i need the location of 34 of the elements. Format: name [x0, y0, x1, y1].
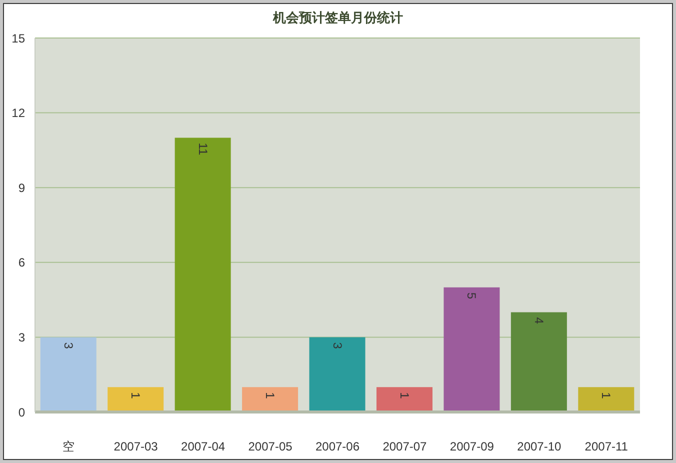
x-tick-label: 2007-11	[584, 440, 628, 454]
bar	[174, 138, 231, 412]
y-tick-label: 12	[12, 106, 26, 120]
x-tick-label: 2007-07	[382, 440, 428, 454]
x-tick-label: 2007-03	[114, 440, 158, 454]
y-tick-label: 0	[18, 405, 26, 420]
bar	[40, 337, 96, 412]
data-label: 1	[128, 392, 143, 400]
x-tick-label: 2007-06	[315, 440, 360, 454]
data-label: 3	[330, 342, 344, 350]
y-tick-label: 3	[18, 330, 26, 344]
data-label: 11	[196, 142, 210, 156]
chart-title: 机会预计签单月份统计	[272, 9, 404, 27]
x-tick-label: 2007-05	[248, 440, 293, 454]
bar	[444, 287, 500, 412]
bar	[108, 387, 164, 412]
x-tick-label: 2007-09	[450, 440, 494, 454]
data-label: 1	[599, 392, 614, 400]
bar	[510, 312, 567, 412]
y-tick-label: 15	[12, 31, 26, 46]
x-tick-label: 空	[62, 440, 75, 454]
x-tick-label: 2007-10	[517, 440, 562, 454]
data-label: 3	[61, 342, 76, 350]
data-label: 1	[397, 392, 412, 400]
y-tick-label: 9	[18, 180, 26, 195]
data-label: 5	[464, 292, 479, 300]
bar	[578, 387, 634, 412]
bar	[376, 387, 432, 412]
y-tick-label: 6	[18, 256, 26, 270]
data-label: 1	[263, 392, 278, 400]
bar	[309, 337, 366, 412]
bar	[242, 387, 298, 412]
x-tick-label: 2007-04	[181, 440, 226, 454]
data-label: 4	[532, 317, 546, 324]
